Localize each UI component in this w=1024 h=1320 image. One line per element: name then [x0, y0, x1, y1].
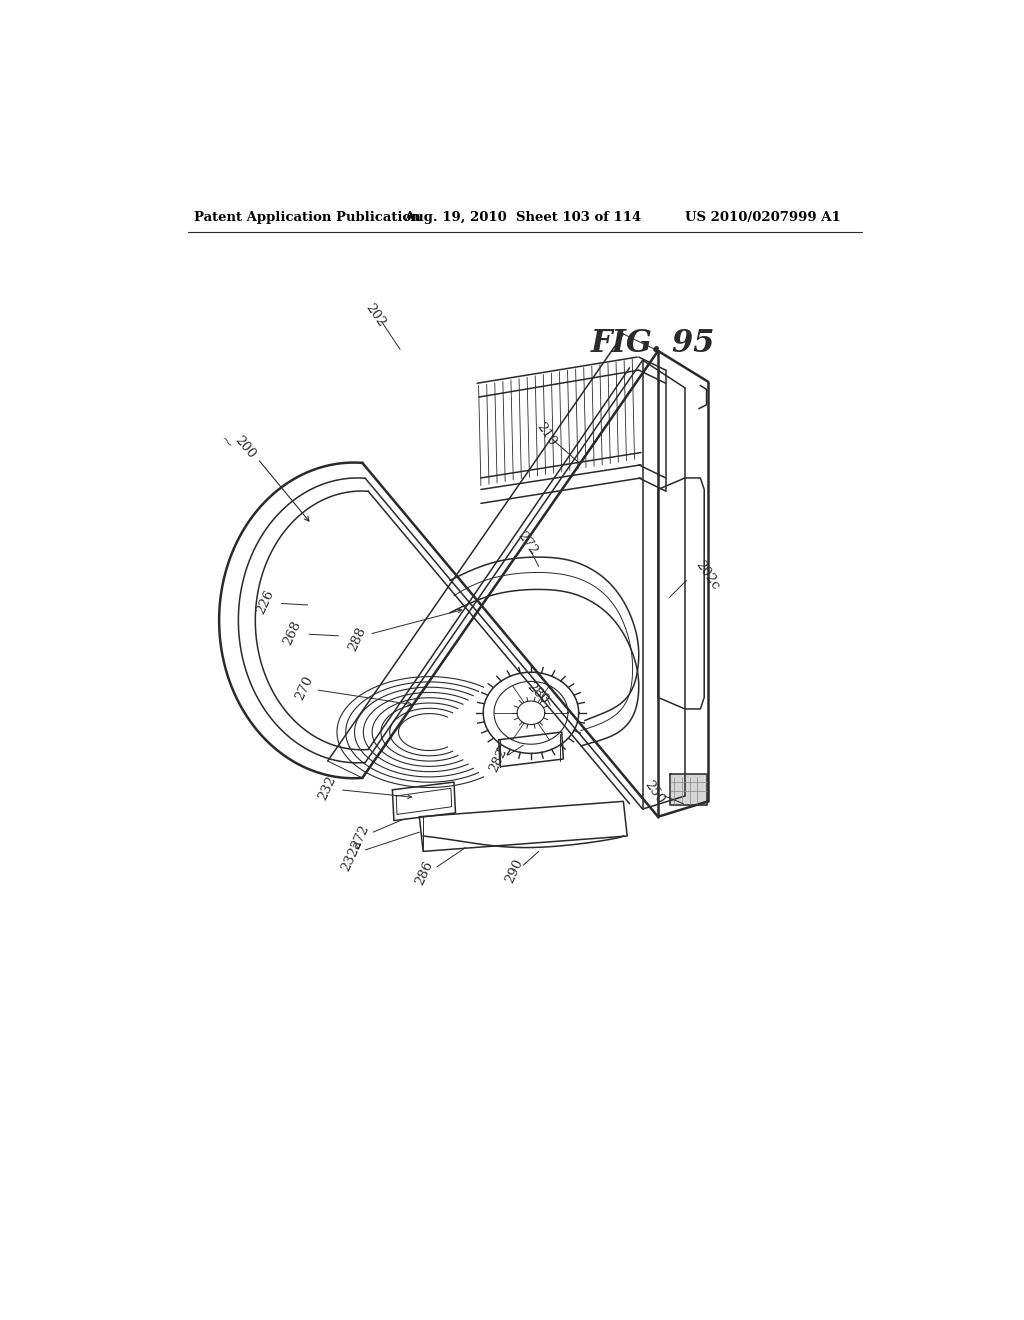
Text: 210: 210 [534, 420, 559, 447]
Text: 202: 202 [362, 301, 388, 330]
Text: 272: 272 [514, 529, 540, 557]
Text: 286: 286 [414, 859, 436, 887]
Text: 232a: 232a [339, 837, 365, 873]
Text: 290: 290 [503, 857, 525, 886]
Text: 282: 282 [487, 746, 510, 775]
Text: Patent Application Publication: Patent Application Publication [194, 211, 421, 224]
Text: 226: 226 [254, 587, 276, 616]
Text: ~: ~ [215, 432, 237, 453]
Polygon shape [670, 775, 707, 805]
Text: 200: 200 [231, 433, 258, 461]
Text: 280: 280 [523, 680, 551, 708]
Text: 272: 272 [349, 824, 372, 851]
Text: 202c: 202c [692, 558, 722, 593]
Text: 268: 268 [281, 619, 303, 648]
Text: 270: 270 [293, 675, 315, 702]
Text: 232: 232 [315, 774, 338, 803]
Text: FIG. 95: FIG. 95 [591, 327, 716, 359]
Text: 250: 250 [642, 777, 667, 807]
Text: 288: 288 [346, 624, 369, 653]
Text: US 2010/0207999 A1: US 2010/0207999 A1 [685, 211, 841, 224]
Text: Aug. 19, 2010  Sheet 103 of 114: Aug. 19, 2010 Sheet 103 of 114 [403, 211, 641, 224]
